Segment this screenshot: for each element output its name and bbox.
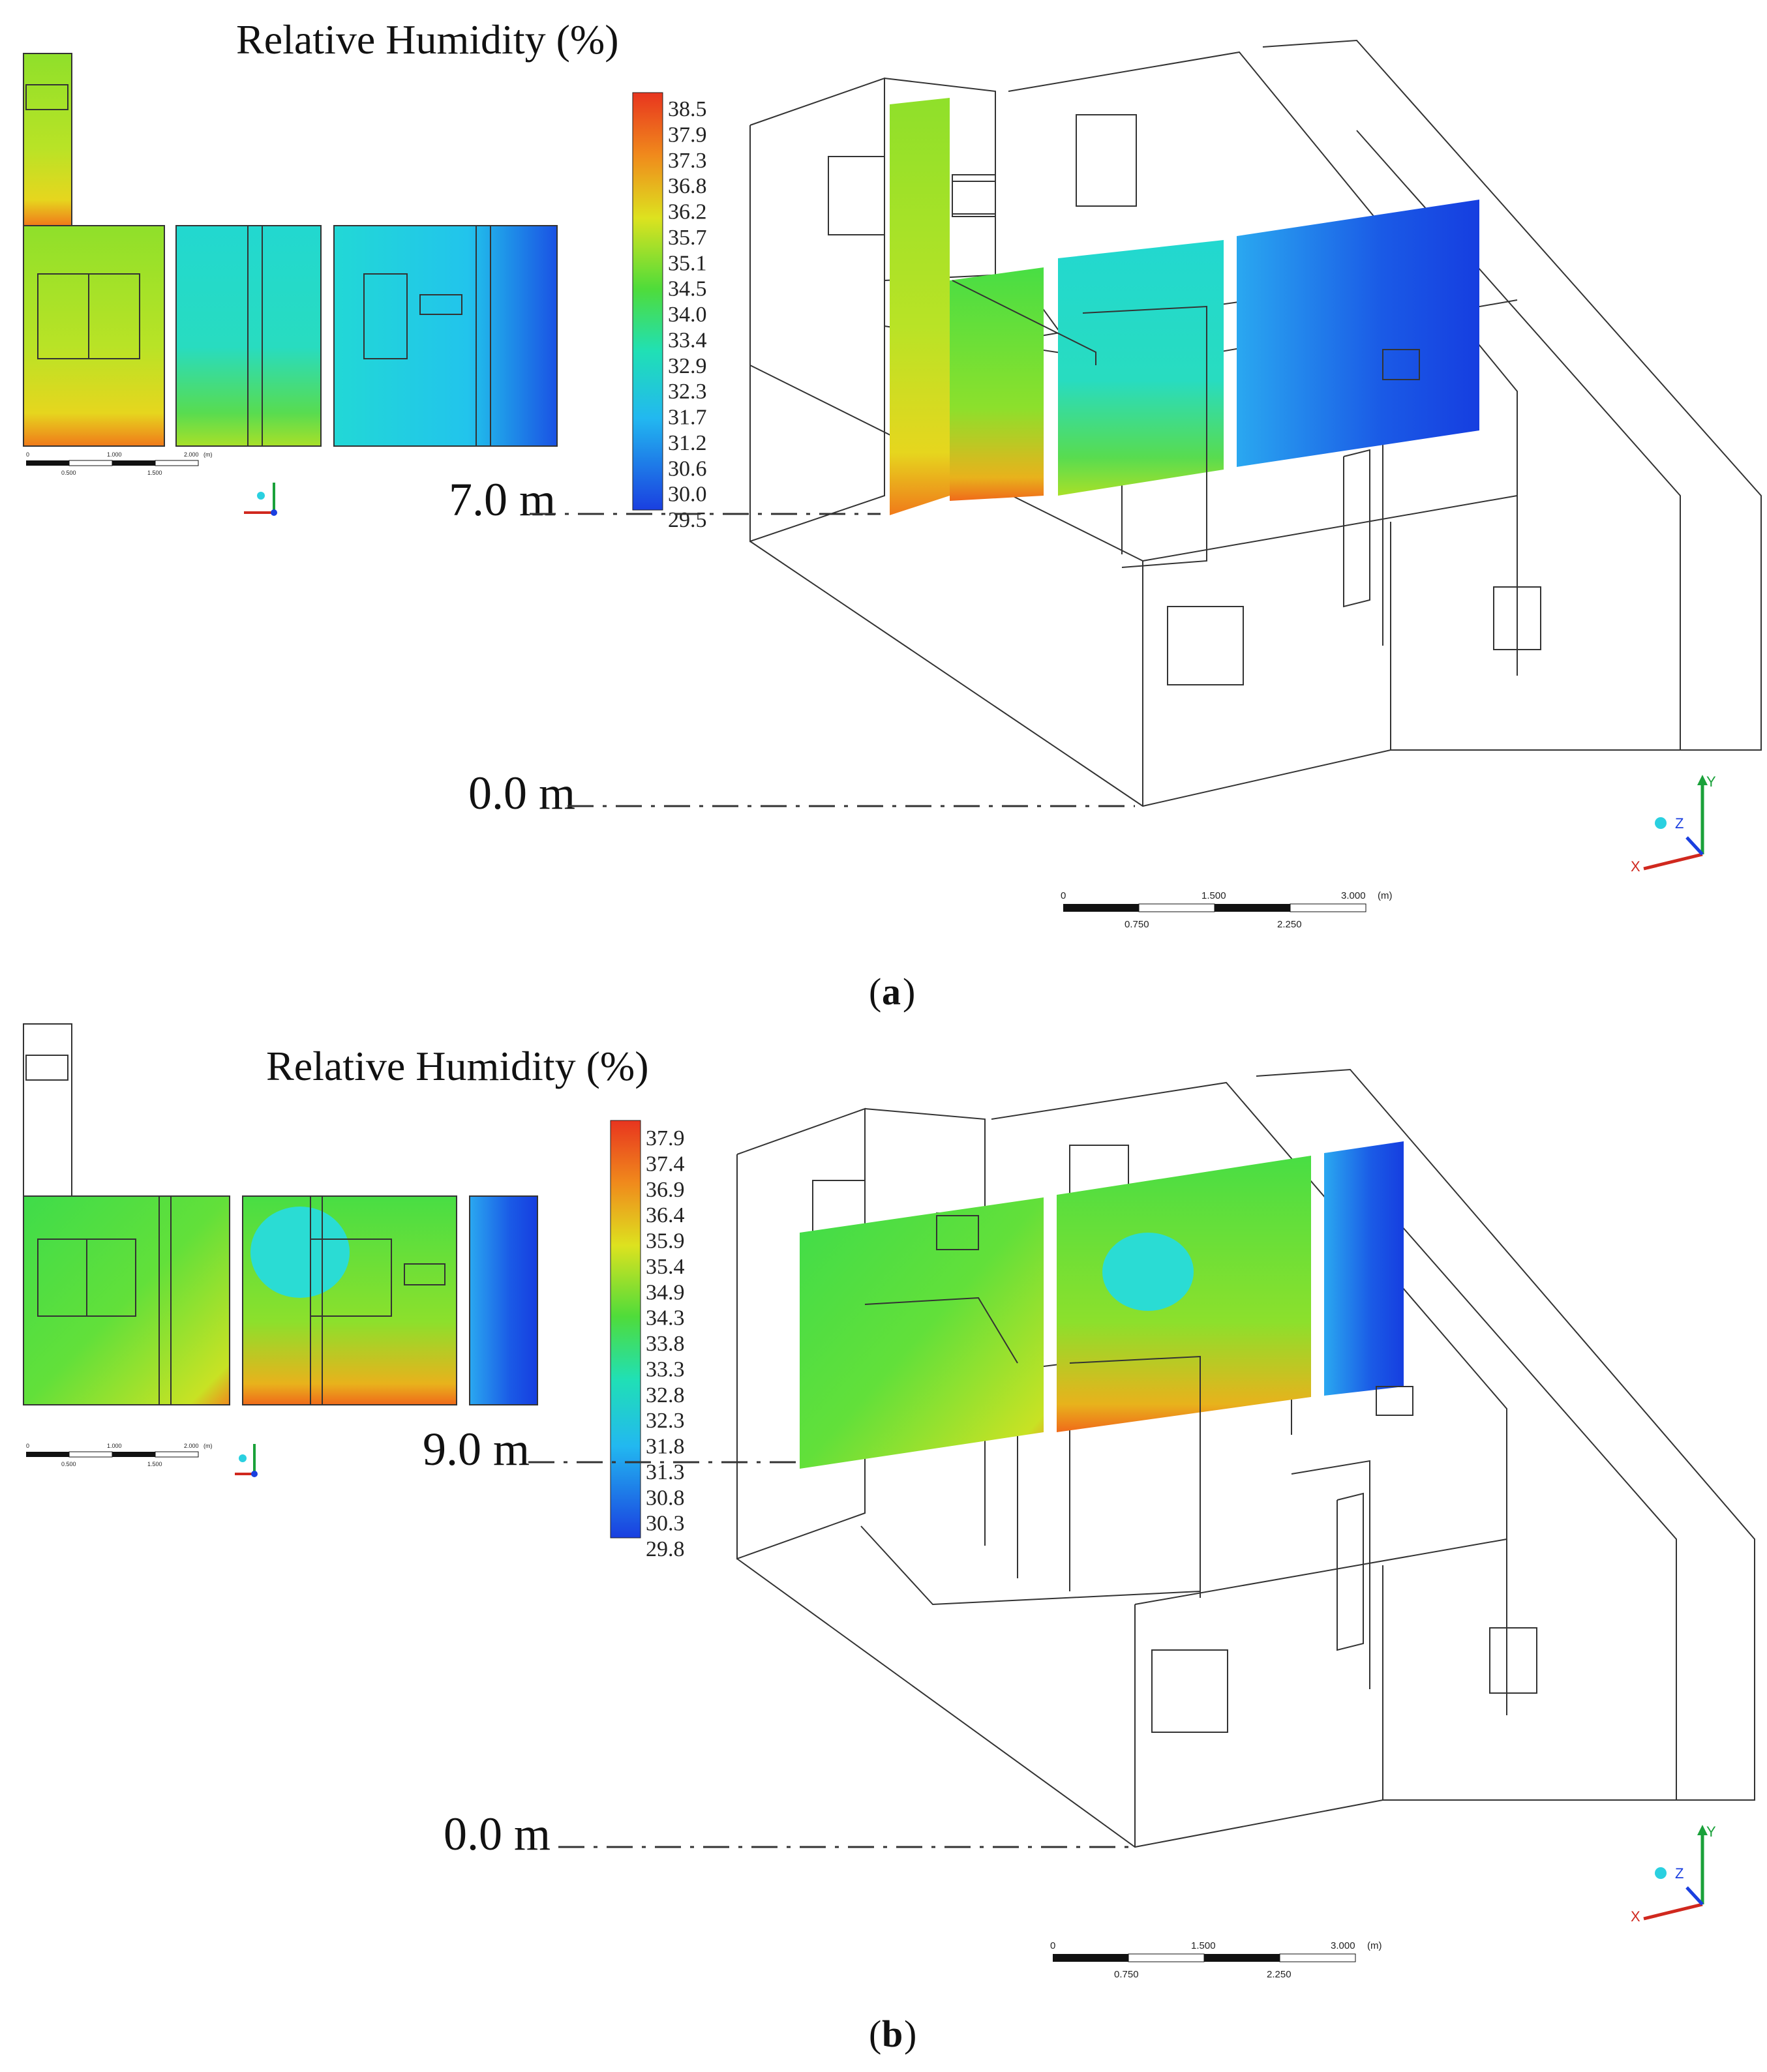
colorbar-tick-label: 37.3 <box>668 149 707 173</box>
height-label-top-b: 9.0 m <box>423 1423 530 1475</box>
colorbar-b <box>610 1120 641 1539</box>
colorbar-ticks-b: 37.937.436.936.435.935.434.934.333.833.3… <box>646 1126 685 1561</box>
axis-triad-a: Y X Z <box>1631 773 1716 875</box>
humidity-slices-b <box>800 1141 1404 1469</box>
height-label-bottom-a: 0.0 m <box>468 767 575 819</box>
axis-triad-b: Y X Z <box>1631 1824 1716 1925</box>
colorbar-ticks-a: 38.537.937.336.836.235.735.134.534.033.4… <box>668 97 707 532</box>
colorbar-a <box>632 92 663 511</box>
big-scale-bar-b: 0 1.500 3.000 (m) 0.750 2.250 <box>1050 1940 1382 1980</box>
panel-a: 0 1.000 2.000 (m) 0.500 1.500 Relative H… <box>23 16 1762 1013</box>
axis-x-label: X <box>1631 858 1640 875</box>
big-scale-label: 2.250 <box>1267 1969 1291 1980</box>
colorbar-tick-label: 31.7 <box>668 406 707 430</box>
small-axis-triad-b <box>235 1444 258 1477</box>
slice-outlines-b <box>864 1215 1413 1598</box>
axis-x-label: X <box>1631 1908 1640 1925</box>
colorbar-tick-label: 34.3 <box>646 1306 685 1330</box>
small-scale-label: (m) <box>204 1443 213 1449</box>
colorbar-tick-label: 32.9 <box>668 354 707 378</box>
small-axis-triad-a <box>244 483 277 516</box>
small-scale-label: (m) <box>204 451 213 458</box>
colorbar-tick-label: 32.3 <box>668 380 707 404</box>
big-scale-label: 3.000 <box>1331 1940 1355 1951</box>
colorbar-tick-label: 30.8 <box>646 1486 685 1510</box>
big-scale-label: (m) <box>1378 890 1393 901</box>
big-scale-label: 1.500 <box>1201 890 1226 901</box>
big-scale-label: 1.500 <box>1191 1940 1216 1951</box>
colorbar-tick-label: 36.9 <box>646 1178 685 1202</box>
big-scale-label: 2.250 <box>1277 919 1302 930</box>
colorbar-tick-label: 37.9 <box>646 1126 685 1150</box>
colorbar-tick-label: 30.6 <box>668 457 707 481</box>
axis-y-label: Y <box>1706 773 1716 790</box>
caption-close-b: ) <box>904 2013 916 2055</box>
section-plot-a <box>23 53 558 447</box>
big-scale-label: 0.750 <box>1114 1969 1139 1980</box>
colorbar-tick-label: 33.3 <box>646 1357 685 1381</box>
colorbar-tick-label: 29.5 <box>668 508 707 532</box>
section-plot-b <box>23 1023 538 1405</box>
small-scale-label: 1.000 <box>107 451 122 458</box>
caption-label-b: b <box>882 2013 903 2055</box>
caption-open-b: ( <box>869 2013 881 2055</box>
axis-z-label: Z <box>1675 1865 1684 1882</box>
colorbar-tick-label: 35.4 <box>646 1255 685 1279</box>
colorbar-tick-label: 33.4 <box>668 328 707 352</box>
legend-title-b: Relative Humidity (%) <box>266 1043 649 1089</box>
colorbar-tick-label: 35.9 <box>646 1229 685 1254</box>
colorbar-tick-label: 36.8 <box>668 174 707 198</box>
colorbar-tick-label: 37.9 <box>668 123 707 147</box>
small-scale-label: 2.000 <box>184 1443 199 1449</box>
colorbar-tick-label: 29.8 <box>646 1537 685 1561</box>
axis-y-label: Y <box>1706 1824 1716 1840</box>
caption-open-a: ( <box>869 970 881 1013</box>
colorbar-tick-label: 31.2 <box>668 431 707 455</box>
small-scale-label: 1.500 <box>147 1461 162 1467</box>
caption-label-a: a <box>882 970 901 1013</box>
axis-z-label: Z <box>1675 815 1684 832</box>
small-scale-bar-b: 0 1.000 2.000 (m) 0.500 1.500 <box>26 1443 213 1467</box>
colorbar-tick-label: 37.4 <box>646 1152 685 1176</box>
height-label-bottom-b: 0.0 m <box>444 1808 551 1860</box>
small-scale-label: 1.000 <box>107 1443 122 1449</box>
colorbar-tick-label: 38.5 <box>668 97 707 121</box>
colorbar-tick-label: 33.8 <box>646 1332 685 1356</box>
colorbar-tick-label: 35.1 <box>668 251 707 275</box>
colorbar-tick-label: 34.9 <box>646 1280 685 1304</box>
small-scale-bar-a: 0 1.000 2.000 (m) 0.500 1.500 <box>26 451 213 476</box>
small-scale-label: 0 <box>26 1443 29 1449</box>
humidity-slices-a <box>890 98 1479 515</box>
big-scale-label: 3.000 <box>1341 890 1366 901</box>
colorbar-tick-label: 36.4 <box>646 1203 685 1227</box>
colorbar-tick-label: 36.2 <box>668 200 707 224</box>
small-scale-label: 0.500 <box>61 1461 76 1467</box>
big-scale-label: 0.750 <box>1125 919 1149 930</box>
colorbar-tick-label: 30.0 <box>668 483 707 507</box>
colorbar-tick-label: 32.8 <box>646 1383 685 1407</box>
small-scale-label: 2.000 <box>184 451 199 458</box>
colorbar-tick-label: 31.8 <box>646 1435 685 1459</box>
colorbar-tick-label: 32.3 <box>646 1409 685 1433</box>
big-scale-label: 0 <box>1061 890 1066 901</box>
panel-b: 0 1.000 2.000 (m) 0.500 1.500 Relative H… <box>23 1023 1755 2055</box>
colorbar-tick-label: 34.5 <box>668 277 707 301</box>
big-scale-label: 0 <box>1050 1940 1055 1951</box>
small-scale-label: 1.500 <box>147 470 162 476</box>
colorbar-tick-label: 31.3 <box>646 1460 685 1484</box>
big-scale-label: (m) <box>1367 1940 1382 1951</box>
colorbar-tick-label: 34.0 <box>668 303 707 327</box>
legend-title-a: Relative Humidity (%) <box>236 16 619 63</box>
slice-outlines-a <box>952 181 1420 568</box>
small-scale-label: 0.500 <box>61 470 76 476</box>
caption-close-a: ) <box>903 970 915 1013</box>
colorbar-tick-label: 35.7 <box>668 226 707 250</box>
colorbar-tick-label: 30.3 <box>646 1512 685 1536</box>
height-label-top-a: 7.0 m <box>449 473 556 526</box>
big-scale-bar-a: 0 1.500 3.000 (m) 0.750 2.250 <box>1061 890 1393 930</box>
small-scale-label: 0 <box>26 451 29 458</box>
